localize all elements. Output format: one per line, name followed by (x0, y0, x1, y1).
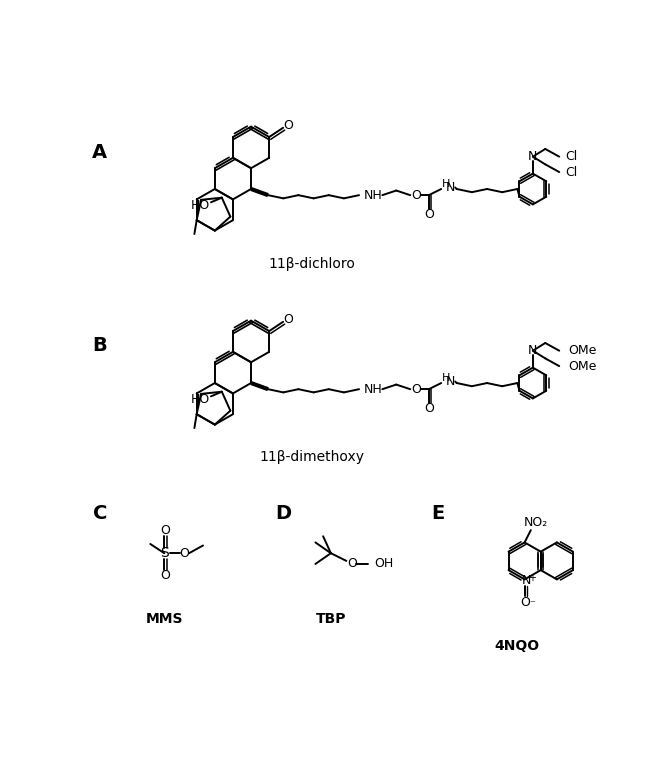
Text: D: D (274, 504, 291, 523)
Text: MMS: MMS (145, 612, 183, 625)
Text: N: N (522, 575, 531, 587)
Text: NO₂: NO₂ (523, 516, 548, 529)
Text: +: + (528, 573, 536, 583)
Text: OMe: OMe (568, 344, 597, 357)
Text: O: O (160, 524, 170, 537)
Text: TBP: TBP (316, 612, 346, 625)
Text: N: N (528, 344, 538, 357)
Text: HO: HO (190, 199, 210, 212)
Text: C: C (93, 504, 107, 523)
Text: 11β-dichloro: 11β-dichloro (268, 258, 355, 271)
Text: B: B (93, 336, 107, 355)
Text: H: H (442, 179, 450, 189)
Text: ⁻: ⁻ (530, 599, 535, 609)
Text: O: O (412, 383, 422, 396)
Text: Cl: Cl (566, 166, 577, 179)
Text: A: A (92, 144, 107, 163)
Text: O: O (160, 569, 170, 582)
Text: O: O (284, 313, 294, 326)
Text: O: O (347, 558, 357, 571)
Text: OMe: OMe (568, 359, 597, 372)
Text: O: O (425, 208, 434, 221)
Text: N: N (528, 150, 538, 163)
Text: E: E (431, 504, 444, 523)
Text: Cl: Cl (566, 150, 577, 163)
Text: NH: NH (363, 188, 383, 201)
Text: NH: NH (363, 383, 383, 396)
Text: OH: OH (375, 558, 394, 571)
Text: 4NQO: 4NQO (495, 638, 540, 653)
Text: S: S (160, 546, 168, 560)
Text: O: O (180, 546, 190, 559)
Text: O: O (520, 596, 530, 609)
Text: O: O (412, 188, 422, 201)
Text: N: N (446, 375, 455, 388)
Text: H: H (442, 373, 450, 383)
Text: O: O (425, 402, 434, 415)
Text: N: N (446, 181, 455, 194)
Text: HO: HO (190, 393, 210, 406)
Text: O: O (284, 119, 294, 132)
Text: 11β-dimethoxy: 11β-dimethoxy (259, 450, 364, 464)
